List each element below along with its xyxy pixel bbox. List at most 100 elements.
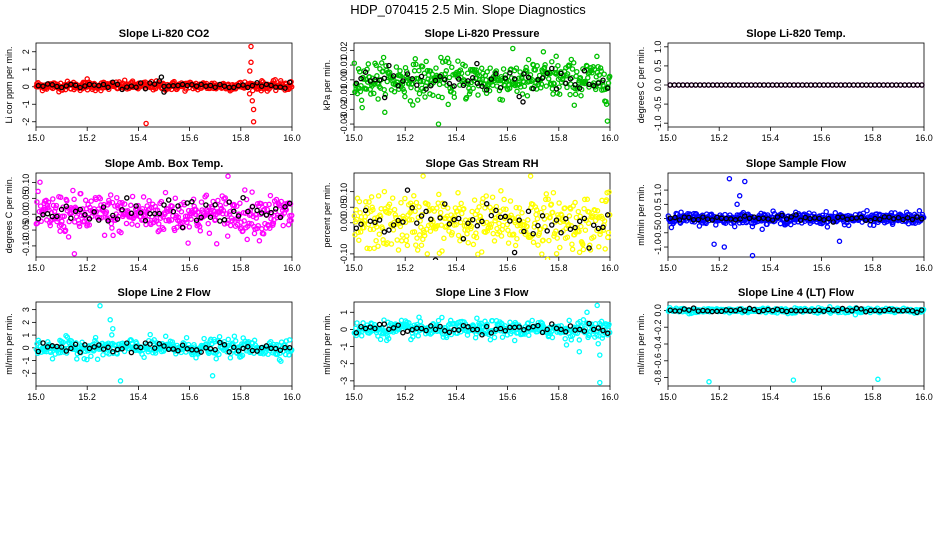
mean-point [539, 75, 546, 81]
mean-point [367, 78, 374, 84]
mean-point [572, 82, 578, 88]
x-tick-label: 15.2 [710, 392, 728, 402]
mean-point [502, 213, 509, 220]
x-tick-label: 15.6 [813, 392, 831, 402]
scan-point [439, 94, 445, 101]
scan-point [577, 74, 584, 81]
scan-point [240, 228, 246, 234]
scan-point [433, 65, 439, 71]
scan-point [556, 200, 562, 206]
scan-point [162, 333, 169, 340]
points-layer [351, 173, 613, 260]
mean-point [769, 82, 776, 88]
scan-point [123, 220, 130, 227]
scan-point [470, 85, 476, 92]
scan-point [141, 354, 147, 361]
mean-point [179, 224, 186, 231]
mean-point [705, 82, 712, 88]
scan-point [373, 237, 379, 244]
mean-point [474, 223, 481, 229]
mean-point [695, 216, 702, 223]
scan-point [232, 338, 239, 344]
scan-point [378, 60, 385, 66]
mean-point [576, 85, 583, 91]
scan-point [571, 102, 578, 108]
mean-point [600, 327, 606, 334]
scan-point [605, 229, 612, 236]
scan-point [477, 213, 484, 220]
scan-point [521, 83, 528, 90]
mean-point [872, 82, 878, 88]
mean-point [58, 84, 65, 91]
mean-point [245, 343, 251, 350]
y-axis-label: ml/min per min. [636, 184, 646, 246]
scan-point [363, 204, 370, 211]
scan-point [397, 68, 403, 74]
scan-point [577, 213, 583, 220]
mean-point [676, 217, 683, 223]
scan-point [439, 314, 445, 321]
y-tick-label: -2 [21, 369, 31, 377]
mean-point [217, 81, 223, 88]
scan-point [386, 201, 393, 207]
scan-point [543, 83, 550, 89]
mean-point [525, 325, 532, 331]
x-tick-label: 15.4 [762, 392, 780, 402]
panel-title: Slope Line 4 (LT) Flow [738, 287, 854, 299]
y-tick-label: -2 [21, 118, 31, 126]
mean-point [567, 226, 574, 232]
mean-point [521, 71, 527, 77]
mean-point [442, 201, 448, 207]
x-tick-label: 15.6 [813, 133, 831, 143]
mean-point [390, 73, 397, 79]
mean-point [217, 218, 223, 224]
scan-point [353, 207, 359, 213]
mean-point [418, 213, 425, 219]
x-tick-label: 15.6 [499, 392, 517, 402]
y-tick-label: 0 [339, 327, 349, 332]
mean-point [690, 305, 697, 311]
mean-point [100, 346, 107, 352]
scan-point [549, 334, 556, 341]
mean-point [732, 307, 739, 314]
mean-point [521, 228, 527, 235]
scan-point [256, 238, 263, 244]
scan-point [412, 208, 418, 215]
mean-point [44, 344, 51, 350]
mean-point [91, 344, 97, 350]
scan-point [562, 205, 568, 211]
x-tick-label: 15.0 [345, 133, 363, 143]
scan-point [94, 356, 101, 363]
mean-point [161, 202, 167, 208]
mean-point [110, 348, 116, 355]
scan-point [395, 247, 402, 253]
scan-point [487, 224, 494, 231]
mean-point [442, 76, 448, 83]
scan-point [397, 223, 404, 230]
mean-point [709, 217, 715, 223]
mean-point [142, 85, 149, 92]
mean-point [221, 217, 228, 223]
scan-point [417, 318, 424, 325]
scan-point [88, 198, 94, 204]
scan-point [34, 199, 40, 205]
mean-point [839, 305, 846, 312]
scan-point [437, 209, 444, 216]
mean-point [212, 84, 218, 90]
mean-point [567, 76, 574, 82]
mean-point [530, 230, 536, 237]
mean-point [676, 308, 683, 314]
y-tick-label: 0.00 [21, 205, 31, 223]
mean-point [595, 225, 602, 232]
scan-point [255, 222, 261, 229]
mean-point [455, 215, 462, 222]
scan-point [143, 120, 149, 127]
mean-point [774, 82, 780, 88]
scan-point [381, 188, 388, 195]
x-tick-label: 16.0 [601, 133, 619, 143]
mean-point [240, 82, 246, 88]
mean-point [919, 82, 925, 88]
mean-point [751, 214, 757, 220]
mean-point [114, 346, 121, 353]
scan-point [416, 204, 422, 210]
